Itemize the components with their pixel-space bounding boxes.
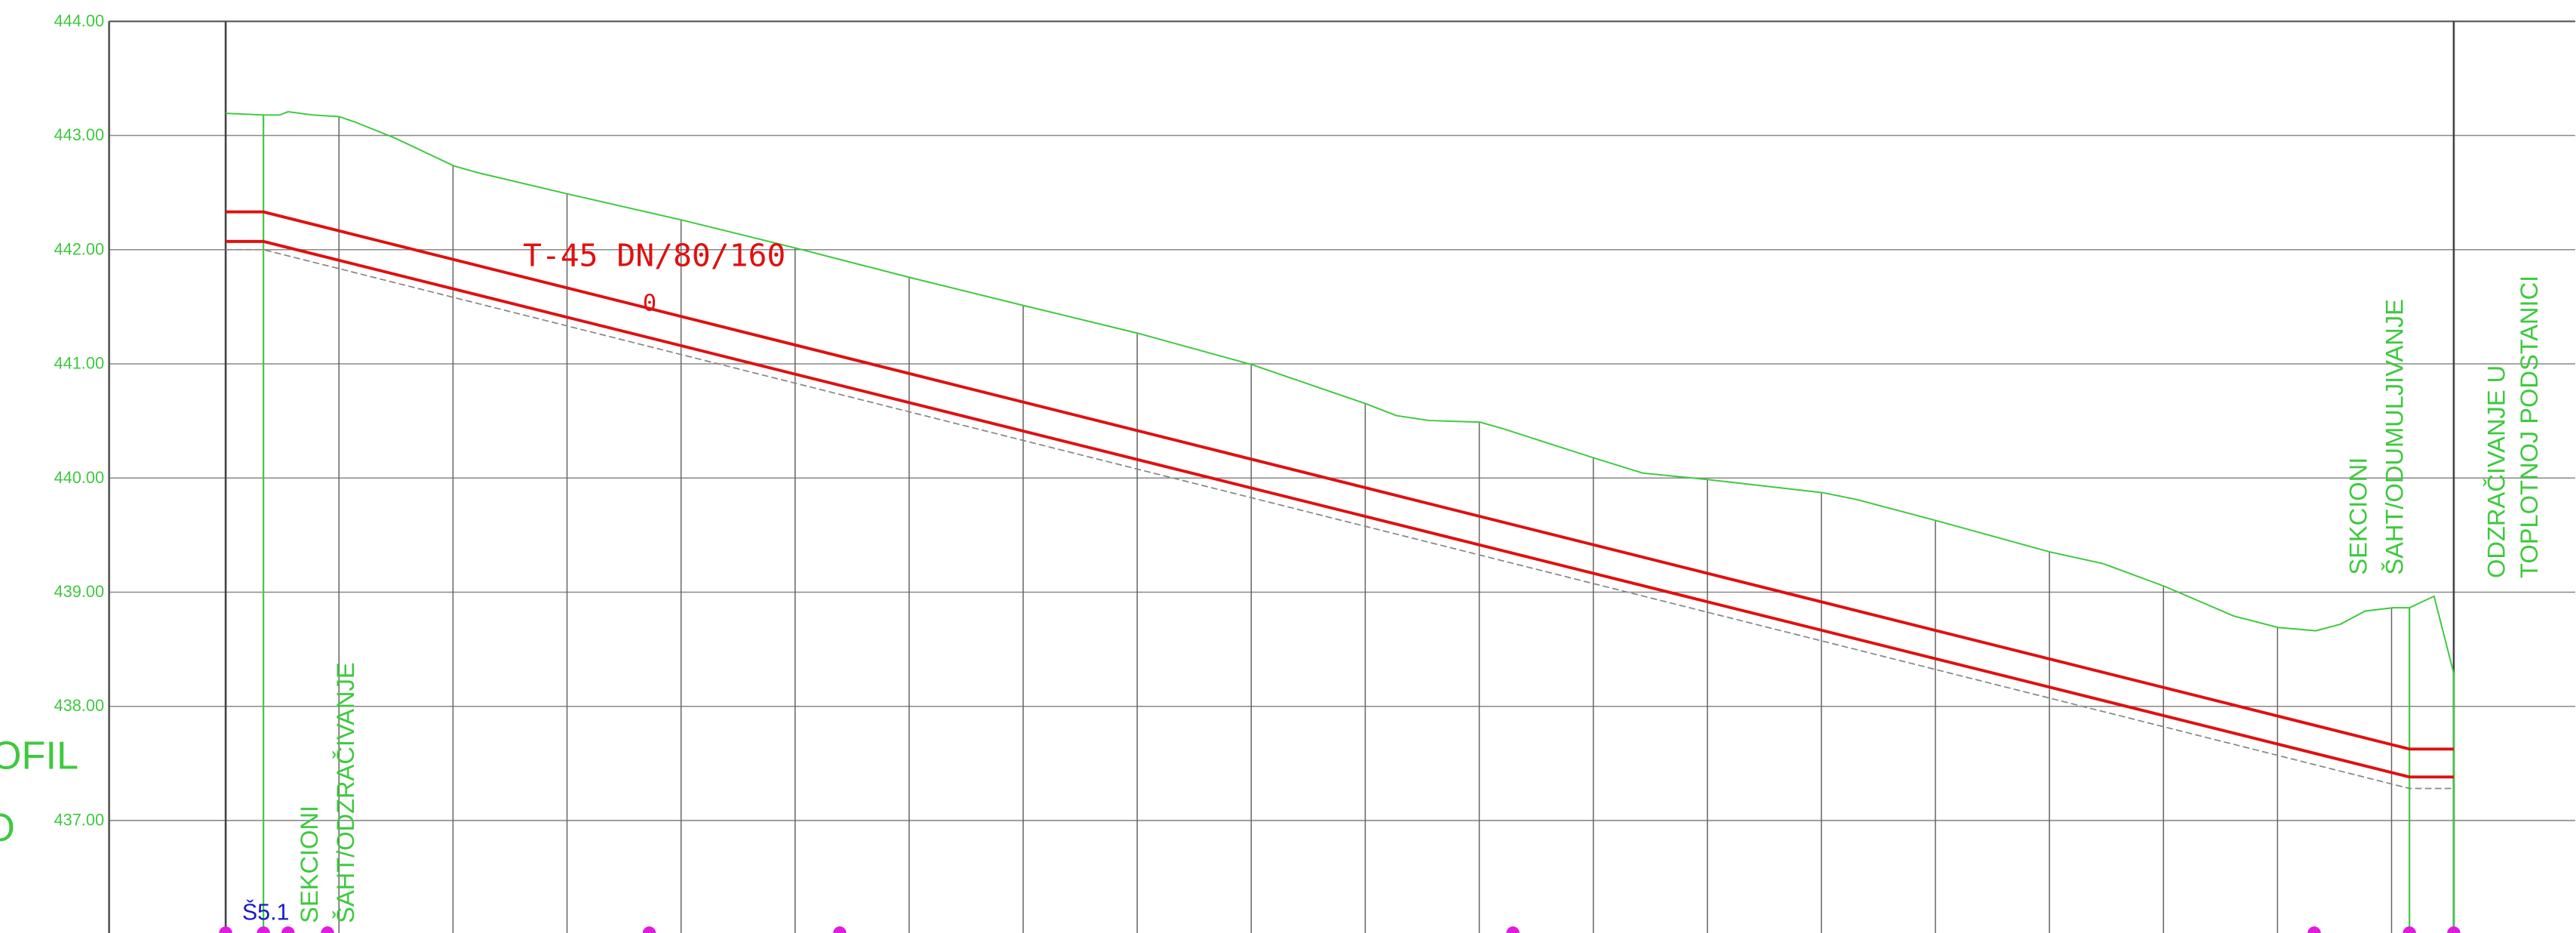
pipe-sublabel: 0 [643, 290, 656, 316]
pipe-top [226, 210, 2454, 751]
annotations: SEKCIONI ŠAHT/ODZRAČIVANJE SEKCIONI ŠAHT/OD… [295, 276, 2543, 923]
annotation: TOPLOTNOJ PODSTANICI [2515, 276, 2543, 578]
annotation: ŠAHT/ODZRAČIVANJE [331, 662, 359, 923]
point-marker [2402, 926, 2416, 933]
elevation-label: 443.00 [54, 125, 105, 144]
annotation: ŠAHT/ODUMULJIVANJE [2381, 299, 2408, 575]
elevation-label: 440.00 [54, 468, 105, 487]
points [219, 926, 2461, 933]
point-marker [833, 926, 847, 933]
station-lines [338, 116, 2393, 933]
point-marker [281, 926, 295, 933]
pipe-bottom [226, 239, 2454, 779]
elevation-label: 437.00 [54, 810, 105, 829]
point-marker [219, 926, 232, 933]
side-title: OFIL [0, 734, 78, 778]
point-marker [642, 926, 656, 933]
terrain-line [226, 110, 2455, 674]
side-title: O [0, 806, 15, 850]
point-marker [1506, 926, 1520, 933]
elevation-label: 441.00 [54, 354, 105, 373]
station-label: Š5.1 [242, 899, 290, 925]
pipe-label: T-45 DN/80/160 [523, 238, 785, 274]
annotation: SEKCIONI [295, 805, 323, 923]
trench-line [226, 248, 2454, 790]
annotation: ODZRAČIVANJE U [2482, 365, 2510, 578]
grid: 444.00 443.00 442.00 441.00 440.00 439.00 438.… [54, 11, 2576, 829]
point-marker [321, 926, 334, 933]
point-marker [2447, 926, 2461, 933]
point-marker [2307, 926, 2321, 933]
annotation: SEKCIONI [2344, 457, 2372, 575]
elevation-label: 439.00 [54, 582, 105, 601]
elevation-label: 444.00 [54, 11, 105, 30]
elevation-label: 438.00 [54, 696, 105, 715]
point-marker [257, 926, 270, 933]
elevation-label: 442.00 [54, 239, 105, 258]
